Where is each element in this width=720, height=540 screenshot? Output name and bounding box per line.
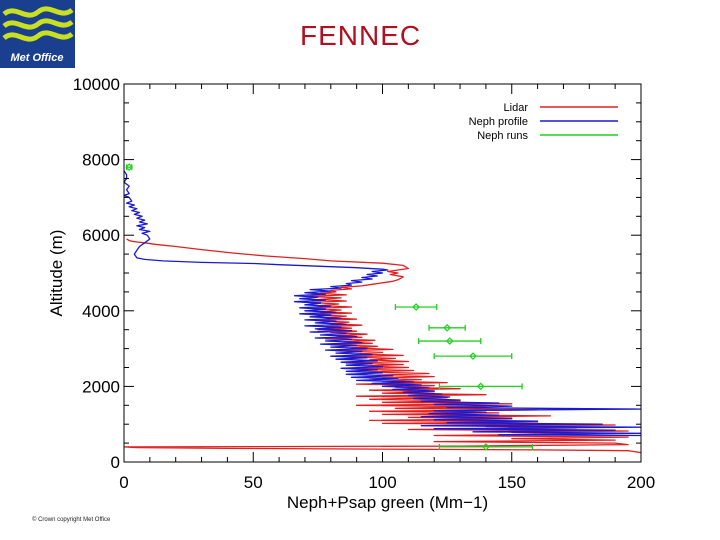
x-axis-label: Neph+Psap green (Mm−1) xyxy=(287,493,488,512)
neph-run-marker xyxy=(476,382,485,391)
neph-run-point xyxy=(125,163,134,172)
series-line-neph-profile xyxy=(124,170,641,437)
legend-label: Neph profile xyxy=(469,116,528,128)
y-tick-label: 6000 xyxy=(82,226,120,245)
neph-run-point xyxy=(428,323,466,332)
legend-entry: Neph profile xyxy=(469,116,618,128)
legend-entry: Lidar xyxy=(504,102,618,114)
neph-run-point xyxy=(394,303,438,311)
neph-run-marker xyxy=(443,323,451,332)
neph-run-marker xyxy=(412,303,420,311)
legend-label: Lidar xyxy=(504,102,529,114)
y-tick-label: 2000 xyxy=(82,377,120,396)
y-tick-label: 0 xyxy=(111,453,120,472)
neph-run-point xyxy=(418,337,482,345)
x-tick-label: 200 xyxy=(627,473,655,492)
x-tick-label: 150 xyxy=(498,473,526,492)
y-tick-label: 10000 xyxy=(73,75,120,94)
neph-run-marker xyxy=(469,352,477,361)
logo-wave-3 xyxy=(2,30,74,42)
neph-run-marker xyxy=(482,443,490,451)
neph-run-marker xyxy=(125,163,134,172)
plot-area-data xyxy=(124,163,641,454)
legend-label: Neph runs xyxy=(477,130,528,142)
logo-text: Met Office xyxy=(11,52,64,64)
y-axis-label: Altitude (m) xyxy=(47,230,66,317)
x-tick-label: 100 xyxy=(368,473,396,492)
logo-wave-1 xyxy=(2,6,74,18)
page-title: FENNEC xyxy=(300,20,422,51)
logo-wave-2 xyxy=(2,18,74,30)
neph-run-marker xyxy=(445,337,454,345)
neph-run-point xyxy=(438,443,534,451)
legend-entry: Neph runs xyxy=(477,130,618,142)
y-tick-label: 8000 xyxy=(82,151,120,170)
neph-run-point xyxy=(433,352,513,361)
met-office-logo: Met Office xyxy=(0,0,75,68)
neph-run-point xyxy=(438,382,523,391)
copyright-notice: © Crown copyright Met Office xyxy=(32,517,111,523)
x-tick-label: 50 xyxy=(244,473,263,492)
y-tick-label: 4000 xyxy=(82,302,120,321)
x-tick-label: 0 xyxy=(119,473,128,492)
